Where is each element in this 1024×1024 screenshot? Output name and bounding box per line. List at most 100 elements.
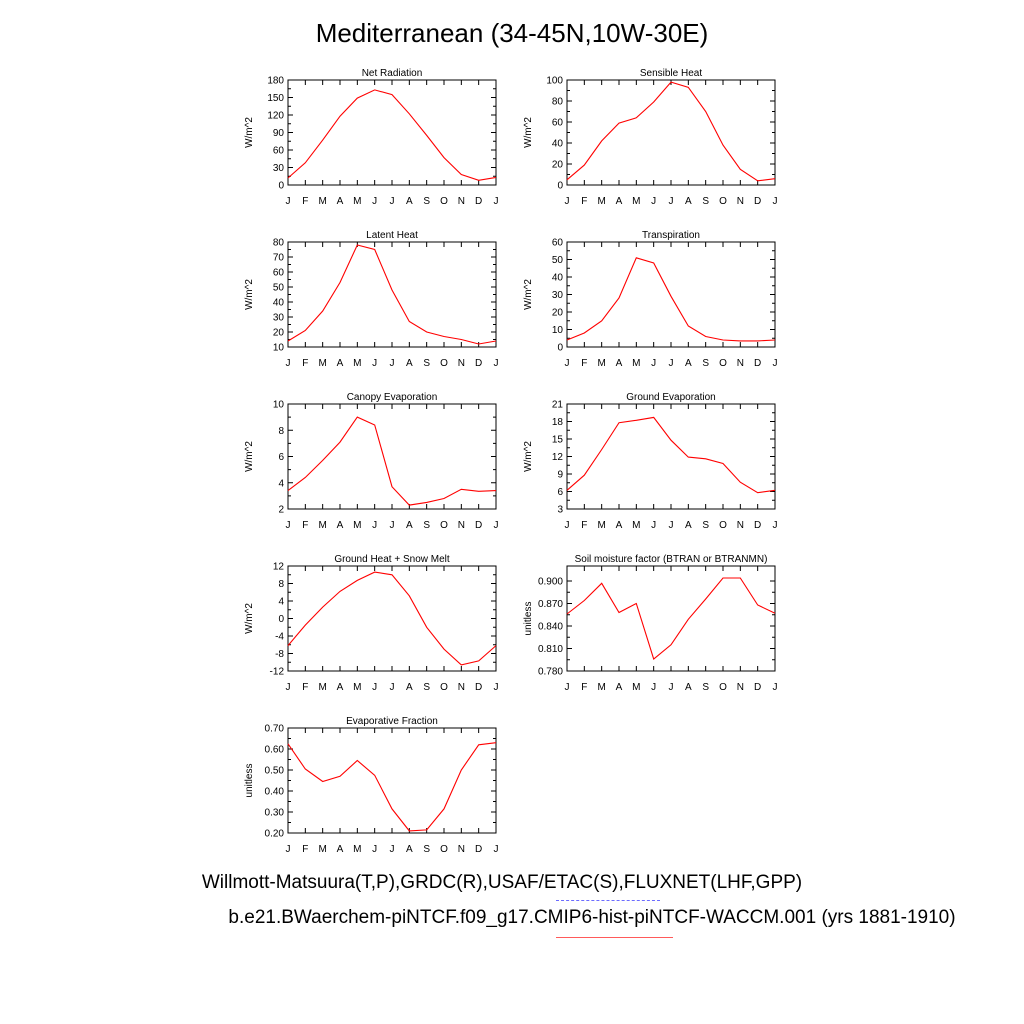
y-tick-label: 80 (552, 97, 564, 108)
x-tick-label: J (390, 358, 395, 369)
x-tick-label: O (719, 682, 727, 693)
y-tick-label: 20 (552, 160, 564, 171)
x-tick-label: J (565, 196, 570, 207)
y-axis-label: W/m^2 (244, 279, 255, 310)
x-tick-label: N (737, 520, 744, 531)
x-tick-label: J (390, 520, 395, 531)
x-tick-label: D (475, 358, 482, 369)
x-tick-label: J (494, 358, 499, 369)
chart-title: Ground Heat + Snow Melt (334, 554, 450, 565)
x-tick-label: M (353, 358, 361, 369)
x-tick-label: N (458, 520, 465, 531)
plot-frame (287, 727, 497, 834)
y-axis-label: W/m^2 (244, 117, 255, 148)
chart-title: Sensible Heat (640, 68, 702, 79)
y-axis-label: unitless (244, 764, 255, 798)
y-tick-label: 12 (273, 562, 285, 573)
x-tick-label: D (475, 196, 482, 207)
x-tick-label: M (597, 682, 605, 693)
y-tick-label: 4 (278, 597, 284, 608)
y-axis-label: W/m^2 (523, 117, 534, 148)
x-tick-label: O (440, 358, 448, 369)
y-tick-label: 20 (552, 308, 564, 319)
x-tick-label: O (440, 520, 448, 531)
x-tick-label: J (390, 196, 395, 207)
x-tick-label: M (318, 196, 326, 207)
x-tick-label: N (458, 682, 465, 693)
x-tick-label: A (406, 358, 413, 369)
chart-title: Latent Heat (366, 230, 418, 241)
y-tick-label: 0 (557, 343, 563, 354)
y-tick-label: 3 (557, 505, 563, 516)
x-tick-label: N (458, 358, 465, 369)
x-tick-label: F (581, 196, 587, 207)
x-tick-label: D (754, 682, 761, 693)
x-tick-label: N (458, 844, 465, 855)
x-tick-label: O (719, 358, 727, 369)
x-tick-label: F (302, 520, 308, 531)
y-tick-label: 10 (273, 343, 285, 354)
x-tick-label: J (494, 196, 499, 207)
plot-frame (287, 79, 497, 186)
y-tick-label: 0 (278, 181, 284, 192)
y-tick-label: 0.50 (265, 766, 285, 777)
x-tick-label: A (337, 844, 344, 855)
x-tick-label: J (372, 196, 377, 207)
y-tick-label: 12 (552, 452, 564, 463)
chart-title: Ground Evaporation (626, 392, 716, 403)
x-tick-label: A (406, 520, 413, 531)
y-axis-label: unitless (523, 602, 534, 636)
plot-frame (566, 403, 776, 510)
x-tick-label: A (337, 682, 344, 693)
series-line (566, 257, 776, 342)
series-line (287, 571, 497, 666)
x-tick-label: M (597, 358, 605, 369)
x-tick-label: M (353, 844, 361, 855)
x-tick-label: M (318, 682, 326, 693)
y-tick-label: 0.30 (265, 808, 285, 819)
chart-8: Soil moisture factor (BTRAN or BTRANMN) 0… (523, 554, 778, 693)
y-axis-label: W/m^2 (244, 441, 255, 472)
y-axis-label: W/m^2 (523, 441, 534, 472)
x-tick-label: F (302, 358, 308, 369)
y-tick-label: 0.840 (538, 622, 563, 633)
chart-title: Evaporative Fraction (346, 716, 438, 727)
plot-frame (287, 565, 497, 672)
x-tick-label: J (651, 682, 656, 693)
x-tick-label: M (353, 196, 361, 207)
x-tick-label: M (632, 520, 640, 531)
x-tick-label: S (423, 844, 430, 855)
x-tick-label: A (685, 358, 692, 369)
plot-frame (287, 403, 497, 510)
y-tick-label: 50 (273, 283, 285, 294)
x-tick-label: J (390, 844, 395, 855)
y-tick-label: 18 (552, 417, 564, 428)
y-tick-label: 0 (278, 614, 284, 625)
x-tick-label: J (286, 844, 291, 855)
y-tick-label: 0.70 (265, 724, 285, 735)
x-tick-label: D (754, 196, 761, 207)
series-line (287, 742, 497, 832)
x-tick-label: F (302, 844, 308, 855)
y-tick-label: 8 (278, 579, 284, 590)
y-tick-label: 20 (273, 328, 285, 339)
x-tick-label: A (337, 520, 344, 531)
y-tick-label: 0.60 (265, 745, 285, 756)
x-tick-label: M (353, 682, 361, 693)
y-tick-label: 0.40 (265, 787, 285, 798)
plot-frame (287, 241, 497, 348)
y-tick-label: 0 (557, 181, 563, 192)
x-tick-label: A (685, 520, 692, 531)
y-tick-label: 60 (552, 118, 564, 129)
x-tick-label: O (440, 196, 448, 207)
y-tick-label: 0.20 (265, 829, 285, 840)
x-tick-label: S (702, 520, 709, 531)
x-tick-label: M (318, 520, 326, 531)
x-tick-label: F (581, 682, 587, 693)
y-tick-label: 60 (552, 238, 564, 249)
